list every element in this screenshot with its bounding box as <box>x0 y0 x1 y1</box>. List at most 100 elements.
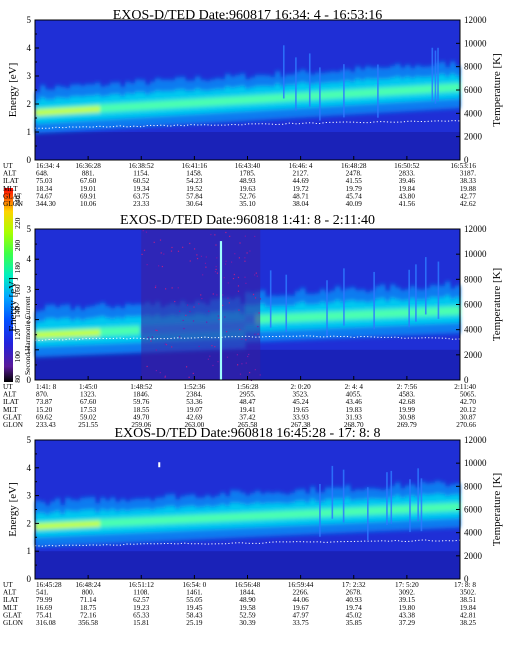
orbit-cell: 52.76 <box>239 192 256 200</box>
heatmap-noise-dot <box>254 369 256 371</box>
orbit-cell: 19.99 <box>399 406 416 414</box>
orbit-cell: 75.03 <box>36 177 53 185</box>
left-axis-tick-label: 4 <box>27 43 32 53</box>
orbit-cell: 38.51 <box>460 596 477 604</box>
left-axis-tick-label: 2 <box>27 315 32 325</box>
heatmap-noise-dot <box>223 277 225 279</box>
heatmap-noise-dot <box>249 372 251 374</box>
heatmap-noise-dot <box>221 304 224 306</box>
orbit-cell: 2478. <box>346 170 362 178</box>
left-axis-tick-label: 3 <box>27 284 32 294</box>
orbit-cell: 20.12 <box>460 406 477 414</box>
band-core <box>140 101 146 111</box>
right-axis-tick-label: 12000 <box>464 224 487 234</box>
orbit-cell: 38.04 <box>293 200 310 208</box>
orbit-cell: 43.80 <box>399 192 416 200</box>
orbit-cell: 33.75 <box>293 619 310 627</box>
heatmap-spike <box>437 261 440 319</box>
band-core <box>125 102 131 112</box>
band-core <box>285 93 291 102</box>
band-core <box>350 310 356 320</box>
band-core <box>405 86 411 95</box>
band-peak <box>45 331 51 338</box>
orbit-cell: 45.74 <box>346 192 363 200</box>
heatmap-noise-dot <box>214 346 216 348</box>
right-axis-tick-label: 10000 <box>464 458 487 468</box>
orbit-cell: 2384. <box>186 391 202 399</box>
orbit-cell: 3502. <box>460 589 476 597</box>
band-core <box>375 309 381 319</box>
orbit-cell: 881. <box>82 170 95 178</box>
orbit-cell: 268.70 <box>344 421 364 429</box>
band-core <box>275 510 281 520</box>
band-peak <box>70 330 76 337</box>
band-peak <box>95 106 101 113</box>
band-core <box>280 313 286 323</box>
heatmap-spike <box>437 47 439 101</box>
band-core <box>405 504 411 514</box>
band-core <box>295 92 301 102</box>
band-core <box>365 88 371 97</box>
heatmap-noise-dot <box>211 345 213 347</box>
band-core <box>120 326 126 336</box>
heatmap-noise-dot <box>244 235 246 237</box>
right-axis-tick-label: 0 <box>464 155 469 165</box>
orbit-cell: 42.68 <box>399 398 416 406</box>
orbit-cell: 2: 0:20 <box>291 383 312 391</box>
band-core <box>215 97 221 106</box>
orbit-cell: 1844. <box>239 589 255 597</box>
band-core <box>365 309 371 320</box>
heatmap-noise-dot <box>253 274 256 276</box>
orbit-row-label: MLT <box>3 604 18 612</box>
left-axis: 0 1 2 3 4 5 Energy [eV] <box>7 435 39 584</box>
orbit-cell: 1461. <box>186 589 202 597</box>
left-axis-tick-label: 1 <box>27 127 32 137</box>
heatmap-noise-dot <box>258 312 260 314</box>
heatmap-spike <box>319 483 321 537</box>
orbit-cell: 19.84 <box>460 604 477 612</box>
orbit-cell: 31.93 <box>346 413 363 421</box>
band-core <box>385 309 391 319</box>
band-core <box>315 509 321 518</box>
left-axis-tick-label: 1 <box>27 345 32 355</box>
right-axis-tick-label: 4000 <box>464 528 483 538</box>
orbit-cell: 1154. <box>133 170 149 178</box>
orbit-cell: 16:56:48 <box>235 581 261 589</box>
band-core <box>200 98 206 107</box>
heatmap-noise-dot <box>239 242 241 244</box>
heatmap-noise-dot <box>236 354 238 356</box>
right-axis-tick-label: 0 <box>464 375 469 385</box>
orbit-cell: 79.99 <box>36 596 53 604</box>
heatmap-noise-dot <box>215 268 217 271</box>
heatmap-noise-dot <box>254 235 256 238</box>
band-core <box>400 505 406 514</box>
orbit-cell: 35.85 <box>346 619 363 627</box>
band-core <box>445 503 451 512</box>
left-axis-label: Energy [eV] <box>7 277 19 331</box>
band-core <box>290 92 296 102</box>
heatmap-noise-dot <box>185 314 187 316</box>
heatmap-noise-dot <box>244 276 246 278</box>
orbit-cell: 19.34 <box>133 185 150 193</box>
orbit-cell: 19.83 <box>346 406 363 414</box>
band-core <box>280 93 286 102</box>
orbit-cell: 16:48:28 <box>341 162 367 170</box>
heatmap-noise-dot <box>192 372 194 375</box>
right-axis: 2000 4000 6000 8000 10000 12000 0 Temperature [… <box>456 224 503 385</box>
orbit-cell: 19.84 <box>399 185 416 193</box>
colorbar-tick-label: 140 <box>13 306 22 318</box>
orbit-cell: 75.41 <box>36 611 53 619</box>
band-core <box>425 504 431 513</box>
band-core <box>325 508 331 517</box>
orbit-cell: 19.52 <box>186 185 203 193</box>
left-axis-tick-label: 4 <box>27 463 32 473</box>
orbit-cell: 5065. <box>460 391 476 399</box>
orbit-cell: 23.33 <box>133 200 150 208</box>
band-core <box>290 510 296 519</box>
band-core <box>380 87 386 96</box>
band-core <box>455 83 461 92</box>
heatmap-noise-dot <box>225 331 228 333</box>
band-core <box>390 87 396 96</box>
